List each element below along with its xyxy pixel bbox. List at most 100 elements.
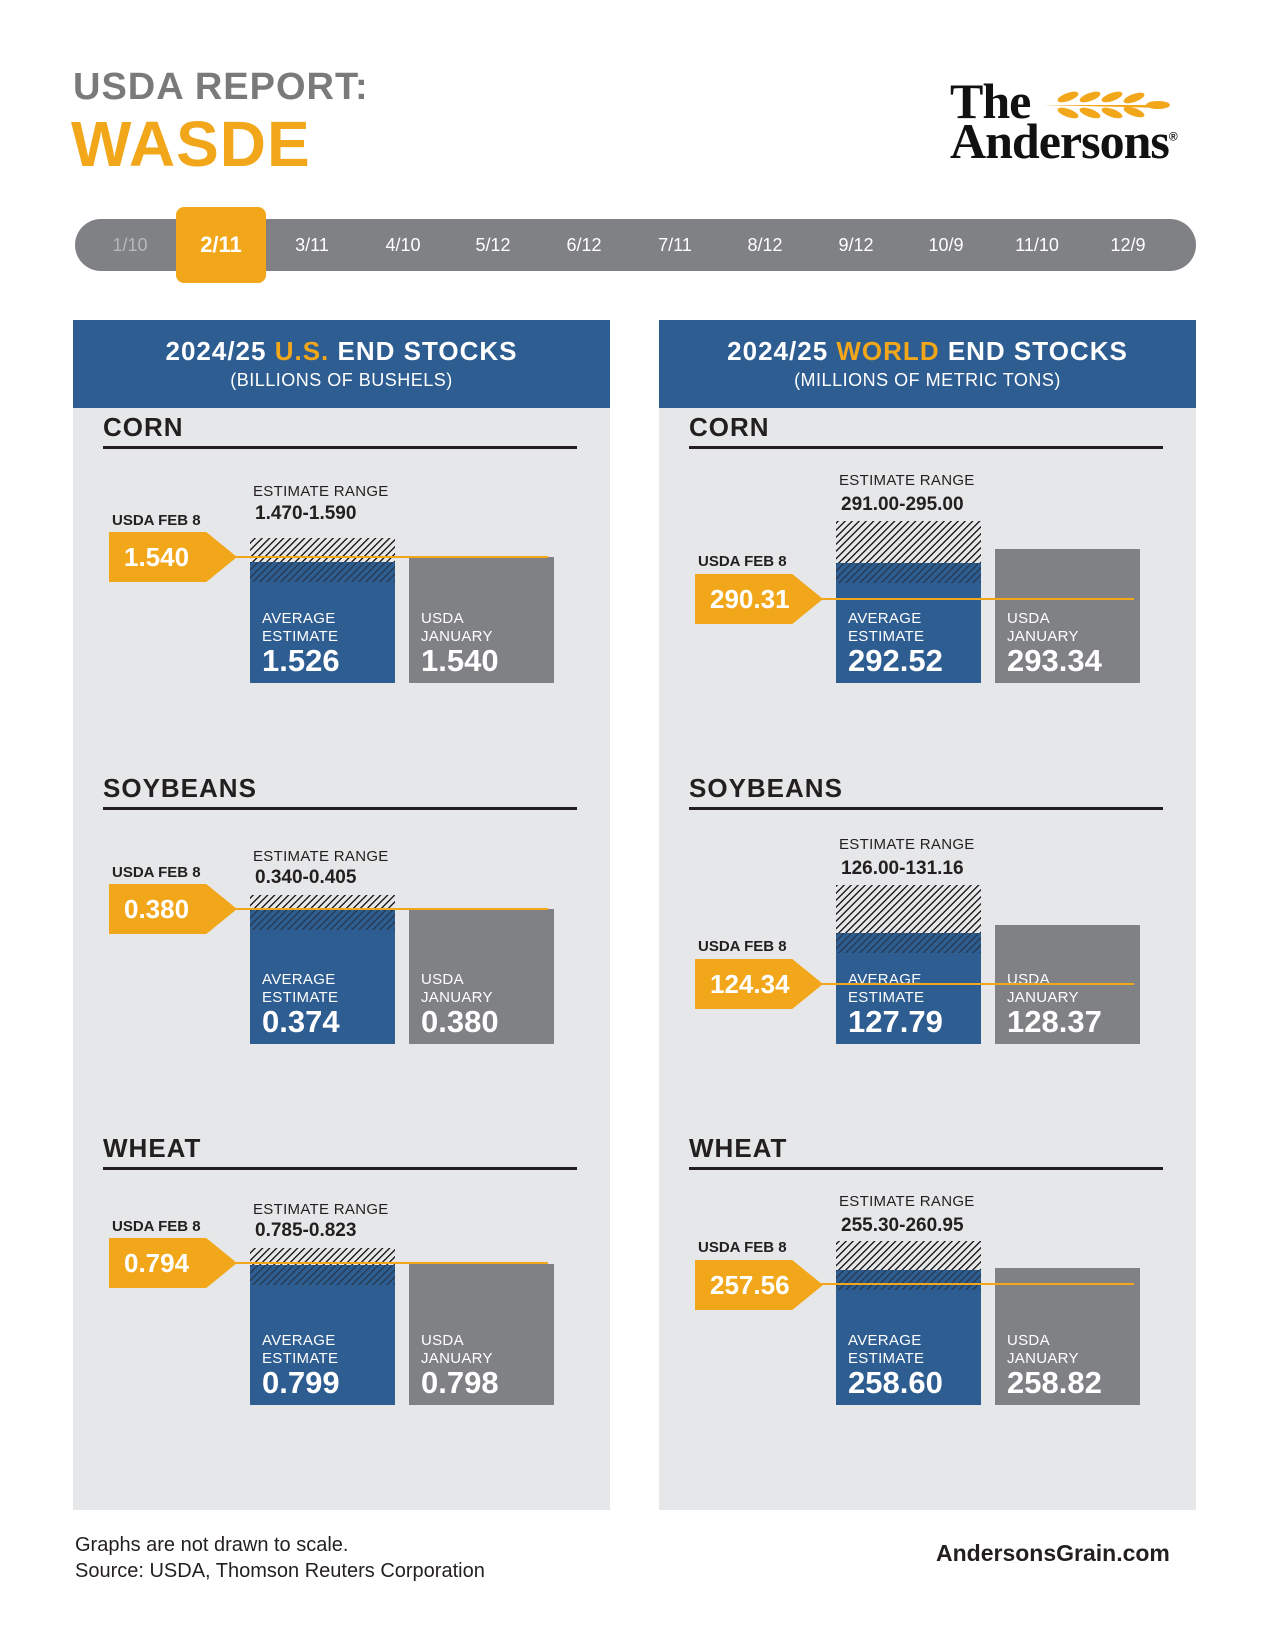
us-corn-average-estimate-bar: AVERAGE ESTIMATE 1.526 [250, 562, 395, 683]
world-wheat-title: WHEAT [689, 1133, 788, 1163]
world-wheat-average-estimate-bar: AVERAGE ESTIMATE 258.60 [836, 1270, 981, 1405]
report-date-timeline: 1/10 2/11 3/11 4/10 5/12 6/12 7/11 8/12 9/12 10/9… [75, 207, 1196, 283]
world-corn-usda-feb-value: 290.31 [710, 584, 790, 614]
us-corn-range-label: ESTIMATE RANGE [253, 483, 389, 500]
us-corn-usda-january-value: 1.540 [421, 643, 499, 678]
world-corn-rule [689, 446, 1163, 449]
us-title-year: 2024/25 [165, 336, 275, 366]
timeline-date-5-12[interactable]: 5/12 [475, 235, 511, 255]
world-corn-average-caption: AVERAGE ESTIMATE [848, 610, 924, 646]
us-wheat-average-caption: AVERAGE ESTIMATE [262, 1332, 338, 1368]
us-soybeans-usda-january-bar: USDA JANUARY 0.380 [409, 909, 554, 1044]
us-wheat-usda-january-bar: USDA JANUARY 0.798 [409, 1264, 554, 1405]
average-caption-line-1: AVERAGE [262, 971, 336, 988]
us-wheat-rule [103, 1167, 577, 1170]
timeline-date-9-12[interactable]: 9/12 [838, 235, 874, 255]
world-panel-header: 2024/25 WORLD END STOCKS (MILLIONS OF ME… [659, 320, 1196, 408]
world-soybeans-range-value: 126.00-131.16 [841, 858, 964, 879]
world-corn-estimate-range-hatch [836, 521, 981, 563]
average-caption-line-1: AVERAGE [848, 1332, 922, 1349]
world-soybeans-estimate-range-overlap [836, 933, 981, 953]
world-soybeans-average-caption: AVERAGE ESTIMATE [848, 971, 924, 1007]
world-corn-usda-january-value: 293.34 [1007, 643, 1102, 678]
world-soybeans-estimate-range-hatch [836, 885, 981, 933]
us-wheat-usda-feb-marker: 0.794 [109, 1238, 237, 1288]
us-soybeans-usda-feb-value: 0.380 [124, 894, 190, 924]
average-caption-line-2: ESTIMATE [262, 989, 339, 1006]
us-corn-average-caption: AVERAGE ESTIMATE [262, 610, 338, 646]
world-corn-usda-feb-label: USDA FEB 8 [698, 553, 787, 570]
world-title-suffix: END STOCKS [939, 336, 1128, 366]
world-corn-range-label: ESTIMATE RANGE [839, 472, 975, 489]
world-title-year: 2024/25 [727, 336, 837, 366]
us-soybeans-january-caption: USDA JANUARY [421, 971, 493, 1007]
us-panel-header: 2024/25 U.S. END STOCKS (BILLIONS OF BUS… [73, 320, 610, 408]
january-caption-line-2: JANUARY [421, 989, 493, 1006]
us-wheat-usda-feb-line [223, 1262, 548, 1264]
world-wheat-usda-feb-value: 257.56 [710, 1270, 790, 1300]
world-corn-usda-feb-marker: 290.31 [695, 574, 823, 624]
logo-wordmark: Andersons [950, 113, 1170, 169]
average-caption-line-2: ESTIMATE [848, 1350, 925, 1367]
world-panel-title: 2024/25 WORLD END STOCKS [659, 336, 1196, 367]
world-soybeans-usda-feb-marker: 124.34 [695, 959, 823, 1009]
average-caption-line-1: AVERAGE [848, 610, 922, 627]
us-title-suffix: END STOCKS [329, 336, 518, 366]
world-corn-average-estimate-value: 292.52 [848, 643, 943, 678]
average-caption-line-1: AVERAGE [262, 1332, 336, 1349]
us-corn-title: CORN [103, 412, 184, 442]
world-panel-subtitle: (MILLIONS OF METRIC TONS) [794, 370, 1061, 390]
page-title: WASDE [71, 108, 311, 180]
world-soybeans-usda-feb-label: USDA FEB 8 [698, 938, 787, 955]
timeline-date-11-10[interactable]: 11/10 [1015, 235, 1059, 255]
world-corn-average-estimate-bar: AVERAGE ESTIMATE 292.52 [836, 563, 981, 683]
timeline-date-10-9[interactable]: 10/9 [928, 235, 964, 255]
us-corn-average-estimate-value: 1.526 [262, 643, 340, 678]
world-end-stocks-panel: 2024/25 WORLD END STOCKS (MILLIONS OF ME… [659, 320, 1196, 1510]
timeline-date-3-11[interactable]: 3/11 [295, 235, 329, 255]
us-wheat-title: WHEAT [103, 1133, 202, 1163]
average-caption-line-2: ESTIMATE [262, 628, 339, 645]
us-soybeans-range-label: ESTIMATE RANGE [253, 848, 389, 865]
world-wheat-january-caption: USDA JANUARY [1007, 1332, 1079, 1368]
us-corn-january-caption: USDA JANUARY [421, 610, 493, 646]
us-soybeans-title: SOYBEANS [103, 773, 257, 803]
timeline-date-7-11[interactable]: 7/11 [658, 235, 692, 255]
us-end-stocks-panel: 2024/25 U.S. END STOCKS (BILLIONS OF BUS… [73, 320, 610, 1510]
us-soybeans-average-estimate-bar: AVERAGE ESTIMATE 0.374 [250, 910, 395, 1044]
average-caption-line-2: ESTIMATE [262, 1350, 339, 1367]
us-title-accent: U.S. [274, 336, 330, 366]
january-caption-line-2: JANUARY [421, 628, 493, 645]
us-wheat-january-caption: USDA JANUARY [421, 1332, 493, 1368]
world-wheat-average-estimate-value: 258.60 [848, 1365, 943, 1400]
us-corn-usda-feb-value: 1.540 [124, 542, 190, 572]
january-caption-line-2: JANUARY [1007, 989, 1079, 1006]
logo-line-1: The [950, 73, 1031, 129]
timeline-date-1-10[interactable]: 1/10 [112, 235, 148, 255]
us-soybeans-estimate-range-overlap [250, 910, 395, 930]
timeline-date-6-12[interactable]: 6/12 [566, 235, 602, 255]
logo-line-2: Andersons® [950, 112, 1178, 170]
us-soybeans-usda-feb-marker: 0.380 [109, 884, 237, 934]
average-caption-line-1: AVERAGE [848, 971, 922, 988]
us-wheat-range-label: ESTIMATE RANGE [253, 1201, 389, 1218]
january-caption-line-2: JANUARY [1007, 628, 1079, 645]
timeline-date-12-9[interactable]: 12/9 [1110, 235, 1146, 255]
website-link[interactable]: AndersonsGrain.com [936, 1540, 1170, 1566]
timeline-date-4-10[interactable]: 4/10 [385, 235, 421, 255]
world-corn-january-caption: USDA JANUARY [1007, 610, 1079, 646]
timeline-date-2-11[interactable]: 2/11 [176, 207, 266, 283]
january-caption-line-1: USDA [421, 971, 464, 988]
scale-disclaimer: Graphs are not drawn to scale. [75, 1534, 349, 1556]
timeline-date-8-12[interactable]: 8/12 [747, 235, 783, 255]
us-wheat-range-value: 0.785-0.823 [255, 1220, 357, 1241]
us-corn-estimate-range-hatch [250, 538, 395, 562]
world-soybeans-average-estimate-value: 127.79 [848, 1004, 943, 1039]
world-wheat-estimate-range-overlap [836, 1270, 981, 1290]
us-soybeans-rule [103, 807, 577, 810]
us-panel-title: 2024/25 U.S. END STOCKS [73, 336, 610, 367]
wheat-icon [1042, 91, 1170, 119]
world-corn-usda-feb-line [809, 598, 1134, 600]
us-wheat-usda-january-value: 0.798 [421, 1365, 499, 1400]
world-corn-estimate-range-overlap [836, 563, 981, 583]
